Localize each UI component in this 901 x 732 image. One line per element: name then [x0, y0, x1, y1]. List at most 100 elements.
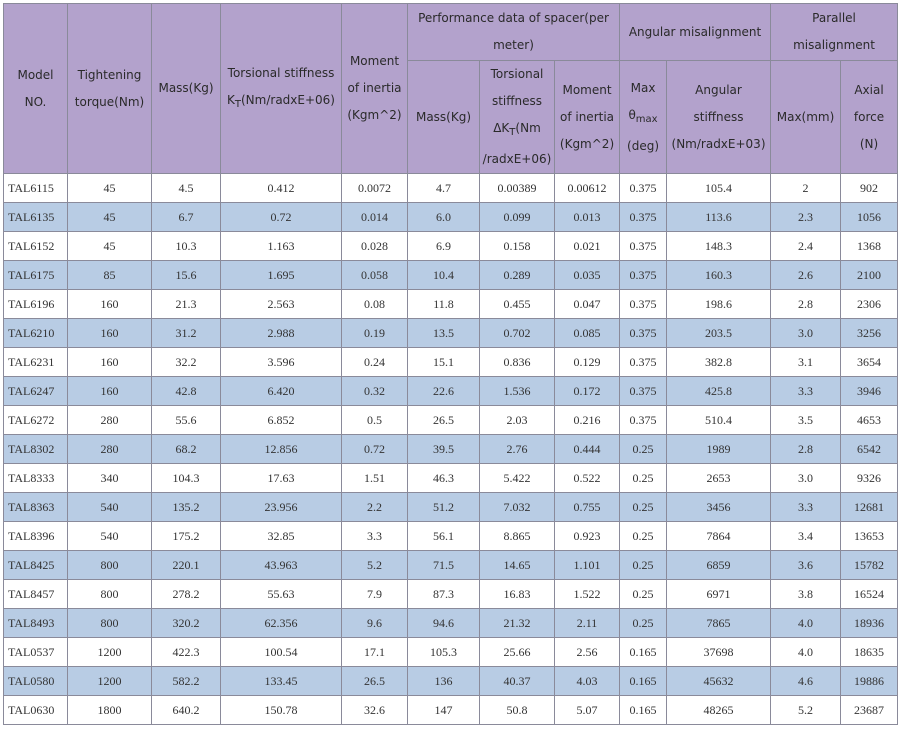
header-spacer-torsional-stiffness: Torsional stiffness ΔKT(Nm /radxE+06): [479, 60, 555, 174]
model-cell: TAL6135: [3, 202, 68, 232]
table-cell: 21.3: [151, 289, 221, 319]
table-row: TAL0630 1800 640.2 150.78 32.6 147 50.8 5.07 0.1…: [3, 695, 899, 725]
table-cell: 17.1: [341, 637, 408, 667]
table-cell: 160: [67, 347, 152, 377]
table-cell: 16524: [840, 579, 899, 609]
table-cell: 32.85: [220, 521, 342, 551]
table-cell: 4653: [840, 405, 899, 435]
header-torque: Tightening torque(Nm): [67, 3, 152, 174]
table-cell: 160.3: [666, 260, 772, 290]
table-cell: 540: [67, 492, 152, 522]
table-cell: 19886: [840, 666, 899, 696]
table-cell: 136: [407, 666, 480, 696]
table-cell: 1200: [67, 666, 152, 696]
table-cell: 0.702: [479, 318, 555, 348]
table-cell: 203.5: [666, 318, 772, 348]
table-cell: 540: [67, 521, 152, 551]
table-cell: 6.852: [220, 405, 342, 435]
table-row: TAL6210 160 31.2 2.988 0.19 13.5 0.702 0.085 0.3…: [3, 318, 899, 348]
table-header: Model NO. Tightening torque(Nm) Mass(Kg)…: [3, 3, 899, 174]
model-cell: TAL8396: [3, 521, 68, 551]
table-cell: 10.3: [151, 231, 221, 261]
model-cell: TAL6247: [3, 376, 68, 406]
model-cell: TAL6175: [3, 260, 68, 290]
table-cell: 135.2: [151, 492, 221, 522]
header-torsional-text: Torsional stiffness K: [227, 65, 335, 107]
table-cell: 62.356: [220, 608, 342, 638]
table-cell: 0.444: [553, 434, 621, 464]
table-cell: 1056: [840, 202, 899, 232]
table-cell: 2.2: [341, 492, 408, 522]
table-row: TAL6231 160 32.2 3.596 0.24 15.1 0.836 0.129 0.3…: [3, 347, 899, 377]
table-cell: 4.6: [770, 666, 842, 696]
table-row: TAL8425 800 220.1 43.963 5.2 71.5 14.65 1.101 0.…: [3, 550, 899, 580]
table-cell: 45632: [666, 666, 772, 696]
table-cell: 0.25: [619, 579, 668, 609]
table-cell: 56.1: [407, 521, 480, 551]
table-cell: 0.289: [479, 260, 555, 290]
table-cell: 37698: [666, 637, 772, 667]
model-cell: TAL6231: [3, 347, 68, 377]
table-cell: 7864: [666, 521, 772, 551]
table-cell: 43.963: [220, 550, 342, 580]
table-cell: 150.78: [220, 695, 342, 725]
table-cell: 7865: [666, 608, 772, 638]
table-cell: 5.422: [479, 463, 555, 493]
table-cell: 278.2: [151, 579, 221, 609]
table-cell: 0.014: [341, 202, 408, 232]
table-cell: 26.5: [341, 666, 408, 696]
table-cell: 3.3: [341, 521, 408, 551]
table-cell: 5.2: [341, 550, 408, 580]
table-cell: 9.6: [341, 608, 408, 638]
header-spacer-moment: Moment of inertia (Kgm^2): [553, 60, 621, 174]
table-cell: 3.5: [770, 405, 842, 435]
table-row: TAL8493 800 320.2 62.356 9.6 94.6 21.32 2.11 0.2…: [3, 608, 899, 638]
table-cell: 280: [67, 405, 152, 435]
table-cell: 0.5: [341, 405, 408, 435]
header-max-theta: Max θmax (deg): [619, 60, 668, 174]
specs-table: Model NO. Tightening torque(Nm) Mass(Kg)…: [3, 3, 899, 725]
table-cell: 0.0072: [341, 173, 408, 203]
table-row: TAL8302 280 68.2 12.856 0.72 39.5 2.76 0.444 0.2…: [3, 434, 899, 464]
table-cell: 2.76: [479, 434, 555, 464]
table-cell: 582.2: [151, 666, 221, 696]
table-cell: 0.099: [479, 202, 555, 232]
table-cell: 0.129: [553, 347, 621, 377]
table-cell: 0.412: [220, 173, 342, 203]
model-cell: TAL6272: [3, 405, 68, 435]
table-cell: 0.028: [341, 231, 408, 261]
table-cell: 6.9: [407, 231, 480, 261]
table-cell: 0.165: [619, 666, 668, 696]
table-cell: 280: [67, 434, 152, 464]
header-max-theta-unit: (deg): [627, 138, 659, 153]
table-cell: 3.596: [220, 347, 342, 377]
header-spacer-torsional-unit: (Nm /radxE+06): [482, 121, 552, 166]
table-cell: 800: [67, 579, 152, 609]
table-cell: 0.00612: [553, 173, 621, 203]
model-cell: TAL6210: [3, 318, 68, 348]
table-cell: 71.5: [407, 550, 480, 580]
table-cell: 220.1: [151, 550, 221, 580]
table-cell: 0.375: [619, 202, 668, 232]
table-row: TAL6175 85 15.6 1.695 0.058 10.4 0.289 0.035 0.3…: [3, 260, 899, 290]
header-max-theta-subscript: max: [635, 113, 658, 125]
table-cell: 2.3: [770, 202, 842, 232]
header-torsional-unit: (Nm/radxE+06): [241, 92, 335, 107]
table-body: TAL6115 45 4.5 0.412 0.0072 4.7 0.00389 0.00612…: [3, 173, 899, 725]
table-cell: 0.165: [619, 695, 668, 725]
table-cell: 50.8: [479, 695, 555, 725]
table-cell: 4.7: [407, 173, 480, 203]
table-cell: 640.2: [151, 695, 221, 725]
table-cell: 4.0: [770, 637, 842, 667]
table-cell: 3.3: [770, 492, 842, 522]
table-cell: 12681: [840, 492, 899, 522]
table-cell: 3.0: [770, 463, 842, 493]
table-cell: 320.2: [151, 608, 221, 638]
table-cell: 2306: [840, 289, 899, 319]
table-cell: 160: [67, 289, 152, 319]
table-cell: 23687: [840, 695, 899, 725]
table-row: TAL6272 280 55.6 6.852 0.5 26.5 2.03 0.216 0.375…: [3, 405, 899, 435]
model-cell: TAL0537: [3, 637, 68, 667]
header-model: Model NO.: [3, 3, 68, 174]
table-cell: 3256: [840, 318, 899, 348]
